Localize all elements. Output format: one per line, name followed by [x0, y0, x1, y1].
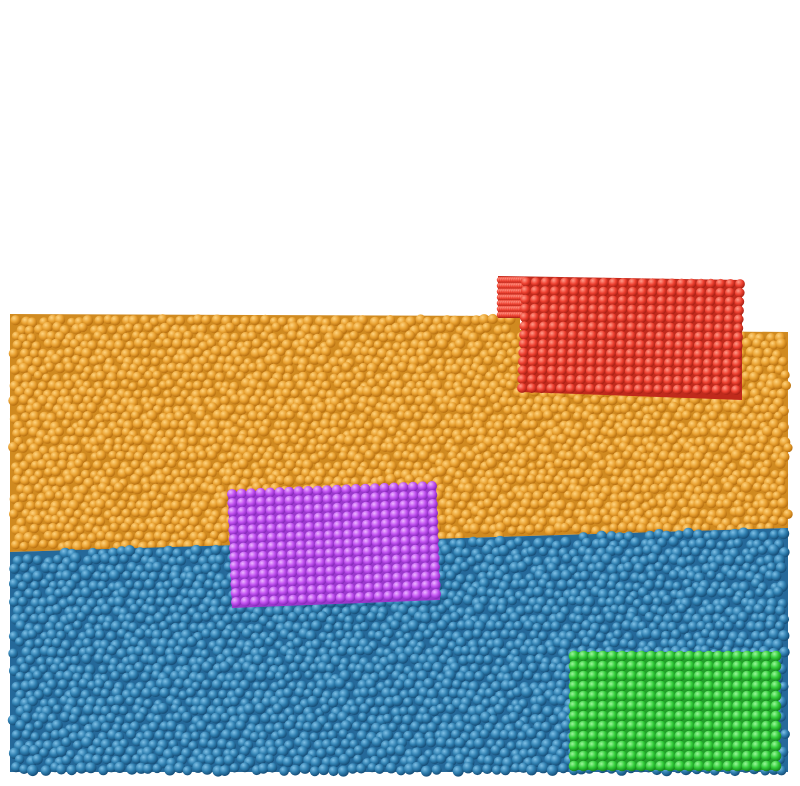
red-block: [496, 276, 745, 400]
green-block: [568, 650, 782, 772]
magenta-block: [227, 481, 441, 608]
